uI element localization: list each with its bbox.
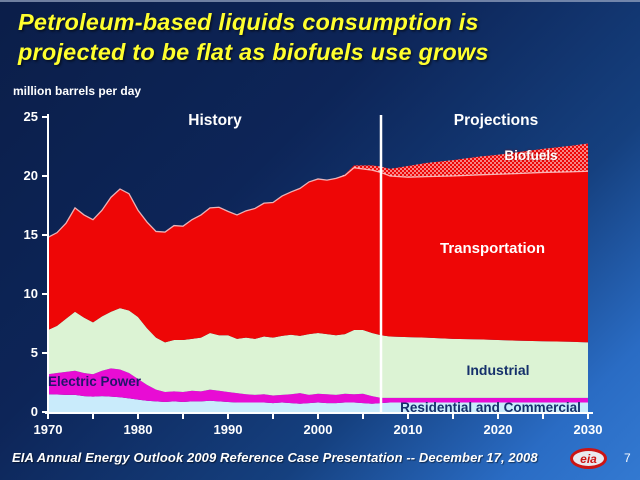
x-tick-label: 2010 (393, 422, 423, 437)
x-tick-label: 1990 (213, 422, 243, 437)
series-label-transportation: Transportation (439, 240, 545, 257)
area-transportation (48, 167, 588, 343)
x-tick-label: 2000 (303, 422, 333, 437)
x-tick-label: 1980 (123, 422, 153, 437)
x-tick-label: 1970 (33, 422, 63, 437)
series-label-residential-commercial: Residential and Commercial (400, 400, 581, 415)
y-tick-label: 10 (23, 286, 38, 301)
x-tick-label: 2020 (483, 422, 513, 437)
area-industrial (48, 308, 588, 398)
y-axis-title: million barrels per day (13, 84, 142, 98)
projections-region-label: Projections (453, 112, 539, 129)
y-tick-label: 15 (23, 227, 38, 242)
slide-title: Petroleum-based liquids consumption is p… (18, 7, 622, 67)
slide-top-border (0, 0, 640, 2)
area-electric-power (48, 368, 588, 404)
history-region-label: History (188, 112, 242, 129)
y-tick-label: 5 (30, 345, 38, 360)
page-number: 7 (624, 451, 631, 465)
eia-logo: eia (570, 448, 607, 469)
series-label-electric-power: Electric Power (48, 374, 142, 389)
footer-source-text: EIA Annual Energy Outlook 2009 Reference… (12, 450, 538, 465)
y-tick-label: 0 (30, 404, 38, 419)
eia-logo-text: eia (580, 451, 597, 466)
series-label-industrial: Industrial (466, 362, 530, 378)
x-tick-label: 2030 (573, 422, 603, 437)
petroleum-top-edge-line (47, 167, 589, 238)
area-residential-and-commercial (48, 394, 588, 412)
slide-title-line1: Petroleum-based liquids consumption is (18, 9, 479, 35)
series-label-biofuels: Biofuels (504, 148, 558, 163)
area-biofuels (48, 143, 588, 238)
y-tick-label: 20 (23, 168, 38, 183)
slide-title-line2: projected to be flat as biofuels use gro… (18, 39, 489, 65)
y-tick-label: 25 (23, 109, 38, 124)
